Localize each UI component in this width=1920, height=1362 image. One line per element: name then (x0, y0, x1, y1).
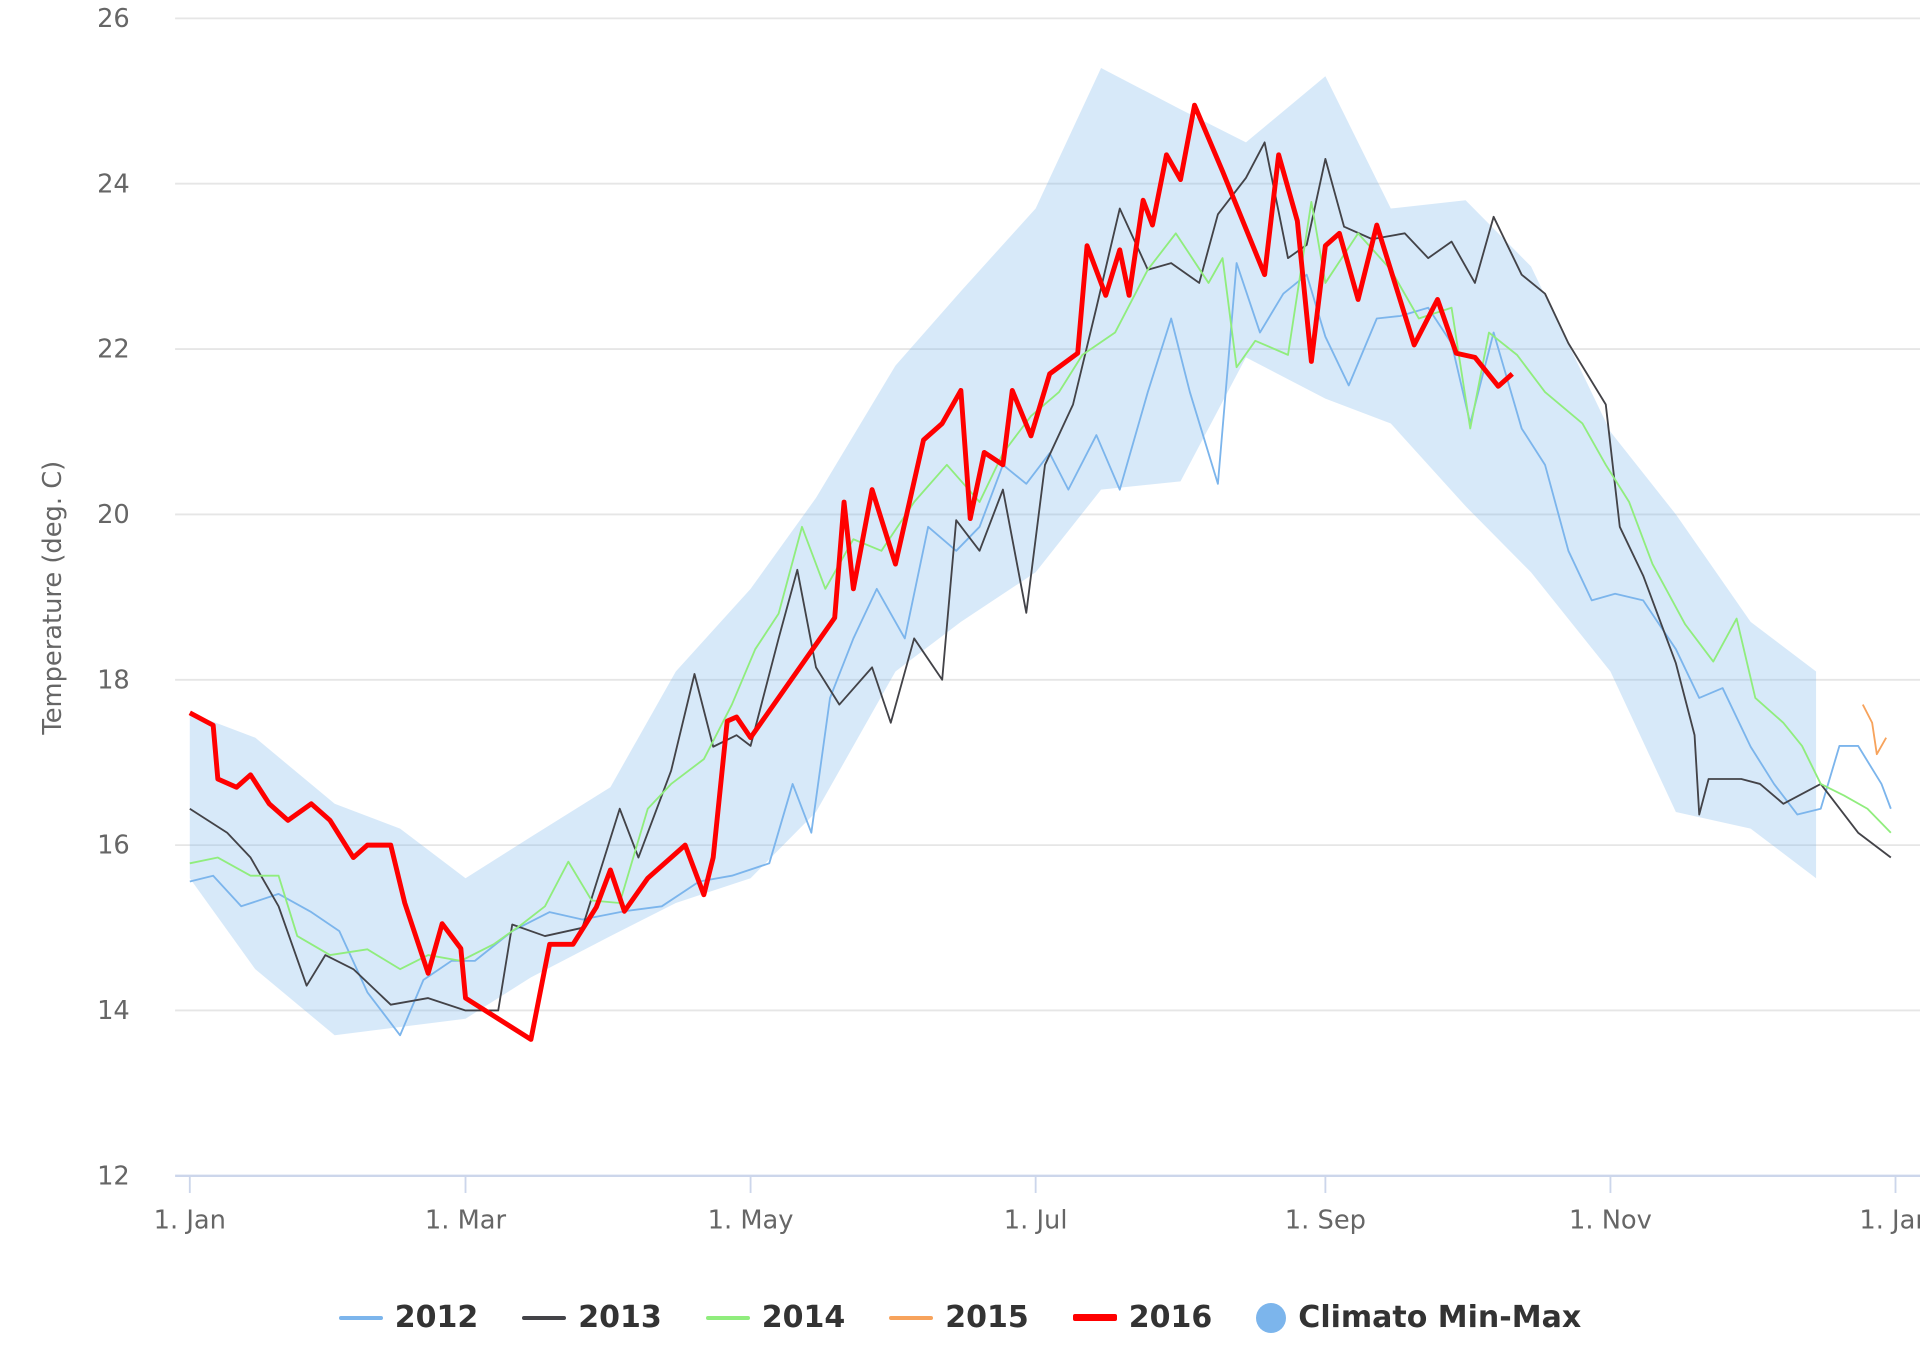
x-tick-label: 1. Nov (1569, 1205, 1652, 1235)
x-tick-label: 1. Jan (154, 1205, 226, 1235)
legend-label: 2016 (1128, 1300, 1213, 1335)
axes: 12 14 16 18 20 22 24 26 1. Jan 1. Mar 1. May 1. Jul… (97, 4, 1920, 1236)
legend-line-icon (338, 1315, 383, 1320)
legend-item-2014[interactable]: 2014 (705, 1300, 846, 1335)
climato-band (189, 67, 1817, 1036)
legend-item-2012[interactable]: 2012 (338, 1300, 479, 1335)
series-line-2016 (188, 102, 1514, 1042)
legend-item-2015[interactable]: 2015 (889, 1300, 1029, 1335)
legend-line-icon (889, 1315, 934, 1320)
x-tick-label: 1. Mar (425, 1205, 507, 1235)
y-axis-title: Temperature (deg. C) (38, 461, 68, 736)
legend-item-2016[interactable]: 2016 (1072, 1300, 1213, 1335)
y-tick-label: 16 (97, 831, 130, 861)
legend-label: 2012 (394, 1300, 479, 1335)
y-tick-label: 26 (97, 4, 130, 34)
legend-item-2013[interactable]: 2013 (522, 1300, 662, 1335)
legend-dot-icon (1256, 1302, 1287, 1333)
x-tick-label: 1. Jan (1859, 1205, 1920, 1235)
y-tick-label: 22 (97, 335, 130, 365)
x-tick-label: 1. May (708, 1205, 794, 1235)
series-line-2015 (1861, 704, 1887, 756)
legend-label: Climato Min-Max (1298, 1300, 1582, 1335)
y-tick-label: 12 (97, 1161, 130, 1191)
x-tick-label: 1. Sep (1285, 1205, 1366, 1235)
y-tick-label: 20 (97, 500, 130, 530)
legend-label: 2013 (578, 1300, 662, 1335)
legend-line-icon (522, 1315, 567, 1320)
y-tick-label: 24 (97, 169, 130, 199)
series-lines (188, 102, 1892, 1042)
legend-line-icon (1072, 1314, 1117, 1321)
x-tick-label: 1. Jul (1004, 1205, 1068, 1235)
legend: 2012 2013 2014 2015 2016 Climato Min-Max (0, 1300, 1920, 1335)
y-tick-label: 18 (97, 665, 130, 695)
y-tick-label: 14 (97, 996, 130, 1026)
climato-min-max-area (189, 67, 1817, 1036)
series-line-2013 (189, 141, 1892, 1012)
series-line-2014 (189, 200, 1892, 971)
legend-line-icon (705, 1315, 750, 1320)
legend-item-climato-min-max[interactable]: Climato Min-Max (1256, 1300, 1581, 1335)
legend-label: 2015 (945, 1300, 1029, 1335)
legend-label: 2014 (761, 1300, 846, 1335)
